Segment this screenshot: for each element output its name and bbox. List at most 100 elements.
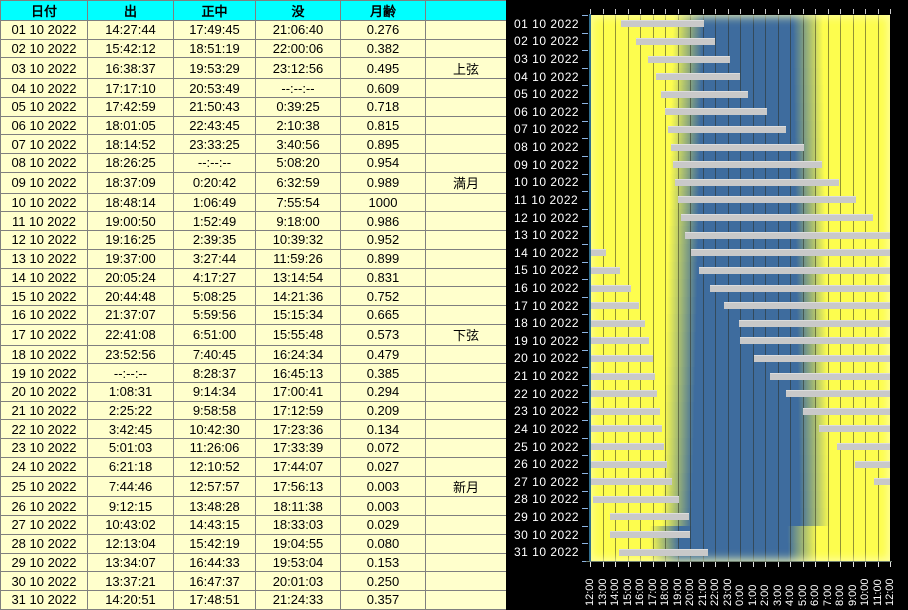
age-cell: 0.899 <box>340 248 426 269</box>
phase-cell <box>425 134 507 155</box>
date-cell: 22 10 2022 <box>0 419 88 440</box>
left-axis-tick <box>582 208 588 210</box>
set-cell: 11:59:26 <box>255 248 341 269</box>
transit-cell: 1:06:49 <box>173 192 256 213</box>
rise-cell: 20:05:24 <box>87 267 174 288</box>
date-cell: 18 10 2022 <box>0 344 88 365</box>
set-cell: 23:12:56 <box>255 57 341 80</box>
top-axis-tick <box>740 9 741 14</box>
top-axis-tick <box>640 9 641 14</box>
left-axis-tick <box>582 402 588 404</box>
left-axis-tick <box>582 15 588 16</box>
set-cell: 18:33:03 <box>255 515 341 535</box>
transit-cell: 22:43:45 <box>173 115 256 136</box>
table-row: 30 10 2022 13:37:21 16:47:37 20:01:03 0.250 <box>0 571 507 591</box>
rise-cell: 18:37:09 <box>87 171 174 194</box>
left-axis-tick <box>582 138 588 140</box>
set-cell: 22:00:06 <box>255 38 341 59</box>
top-axis-tick <box>590 9 591 14</box>
moon-above-horizon-bar <box>590 337 650 345</box>
top-axis-tick <box>840 9 841 14</box>
date-cell: 25 10 2022 <box>0 475 88 498</box>
transit-cell: 9:14:34 <box>173 381 256 402</box>
phase-cell <box>425 230 507 250</box>
column-header-5 <box>425 0 507 21</box>
left-axis-tick <box>582 384 588 386</box>
age-cell: 0.479 <box>340 344 426 365</box>
table-row: 12 10 2022 19:16:25 2:39:35 10:39:32 0.952 <box>0 230 507 250</box>
table-header-row: 日付出正中没月齢 <box>0 0 507 21</box>
left-axis-tick <box>582 173 588 175</box>
transit-cell: 1:52:49 <box>173 211 256 232</box>
moon-above-horizon-bar <box>590 390 658 398</box>
column-header-1: 出 <box>87 0 174 21</box>
moon-above-horizon-bar <box>590 302 640 310</box>
rise-cell: 23:52:56 <box>87 344 174 365</box>
moon-above-horizon-bar <box>648 55 731 63</box>
phase-cell <box>425 248 507 269</box>
age-cell: 0.986 <box>340 211 426 232</box>
column-header-2: 正中 <box>173 0 256 21</box>
transit-cell: 16:44:33 <box>173 552 256 573</box>
chart-date-label: 28 10 2022 <box>514 492 580 507</box>
rise-cell: 14:27:44 <box>87 20 174 40</box>
moon-above-horizon-bar <box>855 460 890 468</box>
chart-time-label: 23:00 <box>721 578 734 606</box>
chart-date-label: 03 10 2022 <box>514 52 580 67</box>
transit-cell: 5:08:25 <box>173 286 256 306</box>
phase-cell <box>425 286 507 306</box>
rise-cell: 15:42:12 <box>87 38 174 59</box>
bottom-axis-tick <box>690 562 691 567</box>
table-row: 06 10 2022 18:01:05 22:43:45 2:10:38 0.815 <box>0 115 507 136</box>
chart-time-label: 20:00 <box>684 578 696 606</box>
phase-cell <box>425 115 507 136</box>
table-row: 20 10 2022 1:08:31 9:14:34 17:00:41 0.294 <box>0 381 507 402</box>
table-row: 10 10 2022 18:48:14 1:06:49 7:55:54 1000 <box>0 192 507 213</box>
table-row: 09 10 2022 18:37:09 0:20:42 6:32:59 0.989 満月 <box>0 171 507 194</box>
left-axis-tick <box>582 279 588 281</box>
transit-cell: 3:27:44 <box>173 248 256 269</box>
date-cell: 04 10 2022 <box>0 78 88 98</box>
age-cell: 0.027 <box>340 456 426 477</box>
set-cell: 17:33:39 <box>255 438 341 458</box>
chart-date-label: 31 10 2022 <box>514 545 580 560</box>
age-cell: 0.665 <box>340 304 426 325</box>
table-row: 03 10 2022 16:38:37 19:53:29 23:12:56 0.495 上… <box>0 57 507 80</box>
age-cell: 0.495 <box>340 57 426 80</box>
chart-time-label: 12:00 <box>884 578 896 606</box>
moon-above-horizon-bar <box>656 73 740 81</box>
date-cell: 31 10 2022 <box>0 589 88 610</box>
set-cell: 14:21:36 <box>255 286 341 306</box>
bottom-axis-tick <box>615 562 616 567</box>
chart-date-label: 08 10 2022 <box>514 140 580 155</box>
chart-date-label: 16 10 2022 <box>514 281 580 295</box>
age-cell: 0.815 <box>340 115 426 136</box>
table-row: 29 10 2022 13:34:07 16:44:33 19:53:04 0.153 <box>0 552 507 573</box>
column-header-4: 月齢 <box>340 0 426 21</box>
set-cell: 7:55:54 <box>255 192 341 213</box>
date-cell: 26 10 2022 <box>0 496 88 517</box>
age-cell: 0.831 <box>340 267 426 288</box>
moon-above-horizon-bar <box>590 425 662 433</box>
date-cell: 14 10 2022 <box>0 267 88 288</box>
chart-date-label: 24 10 2022 <box>514 421 580 436</box>
chart-date-label: 07 10 2022 <box>514 122 580 137</box>
rise-cell: 19:16:25 <box>87 230 174 250</box>
bottom-axis-tick <box>602 562 604 567</box>
rise-cell: 7:44:46 <box>87 475 174 498</box>
moon-above-horizon-bar <box>672 161 822 169</box>
moon-above-horizon-bar <box>590 249 606 257</box>
table-row: 01 10 2022 14:27:44 17:49:45 21:06:40 0.276 <box>0 20 507 40</box>
chart-date-label: 25 10 2022 <box>514 439 580 454</box>
chart-time-label: 3:00 <box>771 584 784 606</box>
phase-cell <box>425 192 507 213</box>
left-axis-tick <box>582 508 588 510</box>
rise-cell: 18:01:05 <box>87 115 174 136</box>
date-cell: 24 10 2022 <box>0 456 88 477</box>
chart-date-label: 09 10 2022 <box>514 157 580 172</box>
chart-time-label: 17:00 <box>646 578 659 606</box>
moon-above-horizon-bar <box>819 425 890 433</box>
moon-above-horizon-bar <box>677 196 857 204</box>
transit-cell: 4:17:27 <box>173 267 256 288</box>
transit-cell: 10:42:30 <box>173 419 256 440</box>
